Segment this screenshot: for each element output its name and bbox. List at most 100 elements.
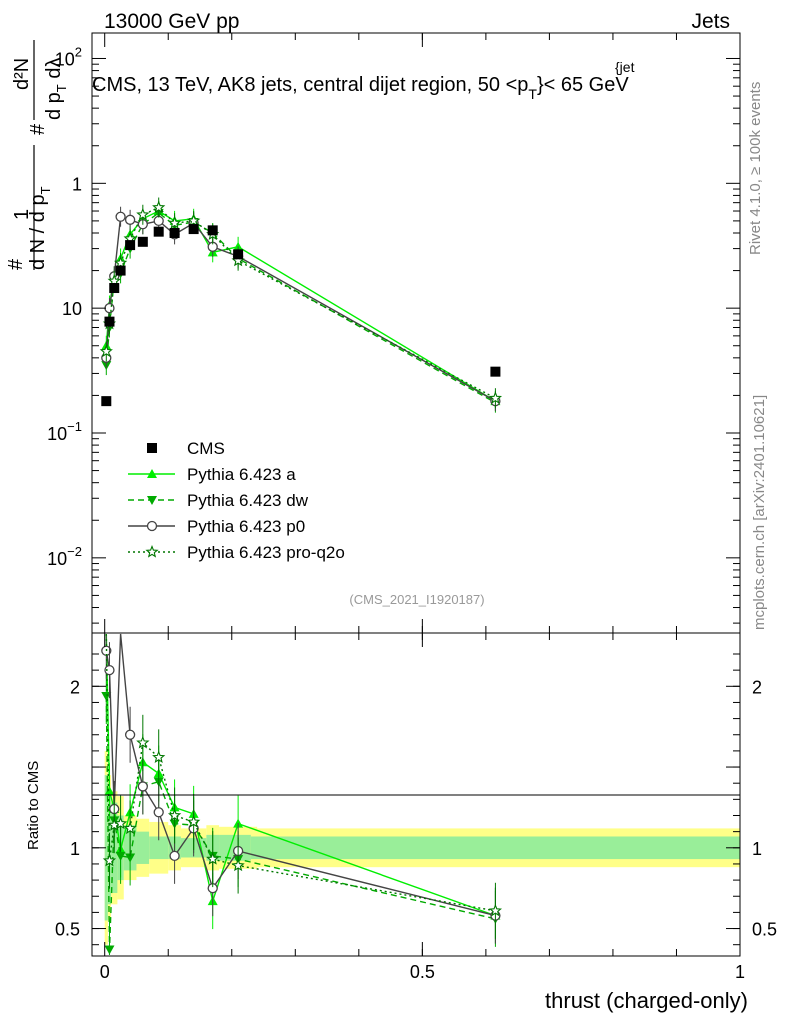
legend-marker-2 bbox=[147, 496, 157, 505]
ratio-ytick-label-left-2: 1 bbox=[70, 839, 80, 859]
ratio-line-2 bbox=[105, 633, 496, 917]
axis-ticks bbox=[92, 33, 741, 956]
legend-marker-0 bbox=[147, 443, 157, 453]
ratio-point-2-7 bbox=[169, 850, 180, 862]
main-line-2 bbox=[105, 215, 496, 402]
ratio-line-1 bbox=[105, 695, 496, 950]
ylabel-one: 1 bbox=[11, 209, 33, 220]
legend-label-2: Pythia 6.423 dw bbox=[187, 491, 309, 510]
ratio-point-3-5 bbox=[136, 735, 150, 749]
main-ytick-label-1: 1 bbox=[72, 174, 82, 194]
ratio-ytick-label-right-2: 1 bbox=[752, 839, 762, 859]
cms-point-3 bbox=[115, 265, 126, 276]
ratio-ytick-label-left-3: 0.5 bbox=[55, 920, 80, 940]
cms-point-4 bbox=[125, 240, 136, 251]
plot-title: CMS, 13 TeV, AK8 jets, central dijet reg… bbox=[92, 74, 629, 102]
main-point-3-7 bbox=[168, 216, 182, 229]
ylabel-den-main: d N / d p bbox=[27, 194, 49, 270]
ratio-point-3-10 bbox=[231, 858, 245, 872]
main-point-2-3 bbox=[115, 211, 126, 222]
cms-point-0 bbox=[101, 396, 112, 407]
main-point-3-8 bbox=[186, 213, 201, 227]
main-ytick-label-2: 10 bbox=[62, 299, 82, 319]
main-ytick-label-0: 102 bbox=[55, 44, 82, 69]
ratio-point-3-4 bbox=[123, 821, 137, 835]
main-ytick-exp-4: −2 bbox=[67, 544, 82, 559]
ylabel-hash-mid: # bbox=[27, 123, 49, 135]
legend-marker-4 bbox=[145, 544, 159, 558]
analysis-label: (CMS_2021_I1920187) bbox=[349, 592, 484, 607]
xtick-label-2: 1 bbox=[735, 962, 745, 982]
ratio-point-1-1 bbox=[104, 945, 115, 955]
ylabel-den-sub: T bbox=[38, 186, 53, 194]
legend-label-3: Pythia 6.423 p0 bbox=[187, 517, 305, 536]
ratio-point-3-8 bbox=[186, 815, 201, 828]
ylabel-den-top: d pT dλ bbox=[43, 58, 69, 120]
ylabel-den-top-main: d p bbox=[43, 92, 65, 120]
ratio-band-stat-0 bbox=[104, 775, 108, 921]
cms-point-8 bbox=[188, 224, 199, 235]
main-ytick-exp-3: −1 bbox=[67, 419, 82, 434]
ratio-point-3-9 bbox=[206, 852, 220, 865]
main-ylabel: # 1 d N / d pT # d²N d pT dλ bbox=[5, 40, 69, 270]
main-ytick-exp-0: 2 bbox=[75, 44, 82, 59]
legend-label-1: Pythia 6.423 a bbox=[187, 465, 296, 484]
main-point-2-1 bbox=[104, 303, 115, 314]
ratio-point-2-4 bbox=[124, 729, 136, 740]
x-axis-label: thrust (charged-only) bbox=[545, 988, 748, 1013]
ylabel-den: d N / d pT bbox=[27, 186, 53, 270]
main-ytick-label-3: 10−1 bbox=[47, 419, 82, 444]
mcplots-label: mcplots.cern.ch [arXiv:2401.10621] bbox=[751, 395, 768, 630]
ratio-point-3-7 bbox=[167, 808, 182, 822]
ylabel-hash: # bbox=[5, 258, 27, 270]
main-point-3-5 bbox=[136, 207, 150, 221]
plot-title-sup: {jet bbox=[615, 59, 635, 75]
ratio-point-2-5 bbox=[137, 781, 148, 792]
main-line-3 bbox=[105, 206, 496, 399]
ratio-ylabel: Ratio to CMS bbox=[25, 761, 42, 850]
main-point-3-0 bbox=[99, 344, 113, 358]
cms-point-7 bbox=[169, 228, 180, 238]
ratio-ytick-label-left-0: 2 bbox=[70, 677, 80, 697]
main-point-2-6 bbox=[153, 215, 164, 227]
ratio-point-1-3 bbox=[115, 851, 126, 861]
ratio-series-group bbox=[101, 633, 502, 955]
ylabel-den-top-tail: dλ bbox=[43, 58, 65, 85]
ylabel-num-top: d²N bbox=[11, 58, 33, 90]
main-point-0-10 bbox=[233, 241, 244, 251]
cms-point-6 bbox=[153, 226, 164, 237]
plot-title-main: CMS, 13 TeV, AK8 jets, central dijet reg… bbox=[92, 74, 528, 96]
ratio-point-2-1 bbox=[104, 664, 115, 676]
jets-label: Jets bbox=[691, 10, 730, 33]
legend-marker-1 bbox=[147, 469, 157, 478]
main-point-2-4 bbox=[124, 214, 136, 225]
xtick-label-1: 0.5 bbox=[410, 962, 435, 982]
main-point-3-11 bbox=[488, 391, 503, 404]
main-ytick-base-1: 1 bbox=[72, 174, 82, 194]
rivet-label: Rivet 4.1.0, ≥ 100k events bbox=[747, 82, 764, 255]
main-ytick-base-4: 10 bbox=[47, 549, 67, 569]
ratio-ytick-label-right-0: 2 bbox=[752, 677, 762, 697]
ratio-band-stat-11 bbox=[250, 836, 740, 860]
ratio-ytick-label-right-3: 0.5 bbox=[752, 920, 777, 940]
cms-point-5 bbox=[137, 236, 148, 247]
main-ytick-label-4: 10−2 bbox=[47, 544, 82, 569]
legend-label-4: Pythia 6.423 pro-q2o bbox=[187, 543, 345, 562]
legend-label-0: CMS bbox=[187, 439, 225, 458]
legend: CMS Pythia 6.423 a Pythia 6.423 dw Pythia 6… bbox=[128, 439, 345, 562]
cms-data-points bbox=[101, 224, 501, 407]
main-point-3-3 bbox=[113, 255, 128, 269]
cms-point-10 bbox=[233, 249, 244, 260]
main-line-1 bbox=[105, 212, 496, 404]
main-series-group bbox=[99, 197, 503, 413]
ratio-band-stat-5 bbox=[136, 831, 150, 864]
main-line-0 bbox=[105, 210, 496, 402]
ratio-point-3-11 bbox=[488, 903, 502, 917]
ratio-point-0-1 bbox=[104, 786, 115, 796]
cms-point-2 bbox=[109, 283, 120, 294]
cms-point-1 bbox=[104, 316, 115, 327]
ratio-line-3 bbox=[105, 633, 496, 912]
ratio-point-3-1 bbox=[102, 853, 117, 867]
ratio-point-2-6 bbox=[153, 807, 164, 818]
